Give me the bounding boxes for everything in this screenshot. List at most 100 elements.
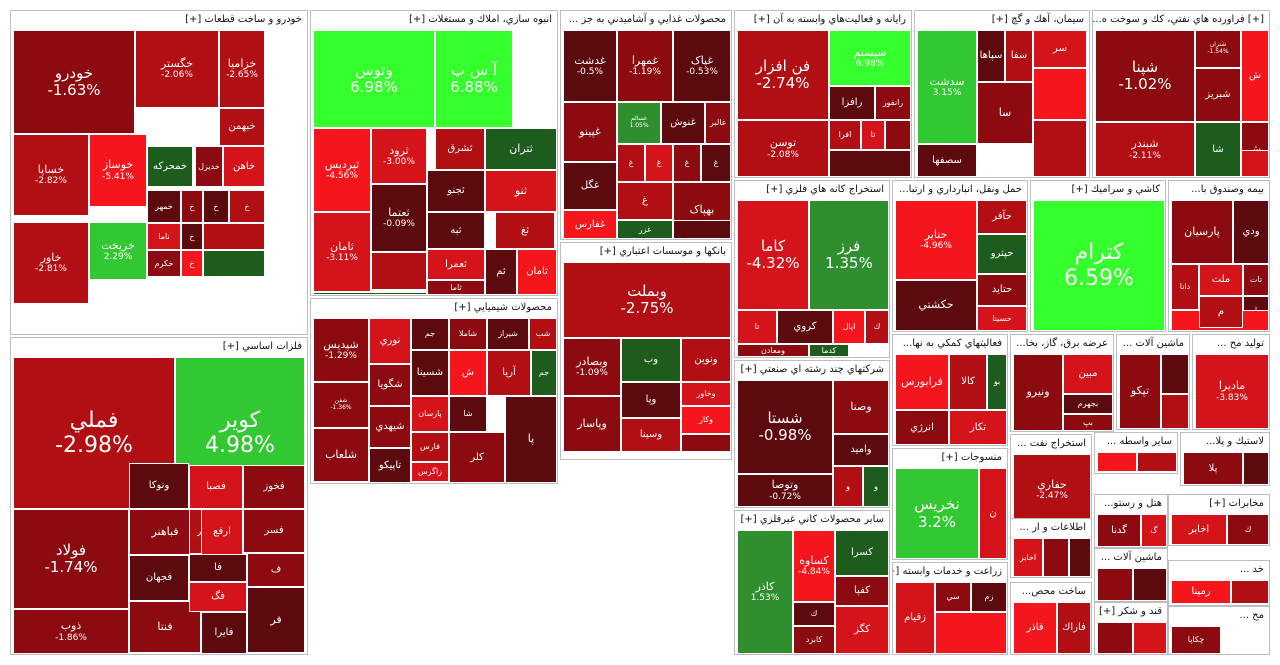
stock-tile[interactable] [1069,538,1091,577]
stock-tile[interactable]: بو [987,354,1007,410]
stock-tile[interactable]: كفپا [835,576,889,606]
stock-tile[interactable]: اپال [833,310,865,344]
stock-tile[interactable]: خکرم [147,250,181,277]
stock-tile[interactable]: زاگرس [411,462,449,482]
stock-tile[interactable]: چكاپا [1171,626,1221,654]
stock-tile[interactable]: سصفها [917,144,977,177]
stock-tile[interactable]: وسینا [621,418,681,452]
stock-tile[interactable]: فايرا [201,612,247,654]
stock-tile[interactable]: غسالم 1.05% [617,102,661,144]
sector-title[interactable]: استخراج نفت ... [1011,435,1091,453]
stock-tile[interactable]: كترام 6.59% [1033,200,1165,331]
sector-title[interactable]: ساخت محص... [1011,583,1091,601]
stock-tile[interactable]: سفا [1005,30,1033,82]
stock-tile[interactable]: خوساز -5.41% [89,134,147,207]
stock-tile[interactable]: م [1199,296,1243,328]
stock-tile[interactable]: سدشت 3.15% [917,30,977,144]
stock-tile[interactable]: فولاد -1.74% [13,509,129,609]
sector-title[interactable]: رايانه و فعاليت‌هاي وابسته به آن [+] [735,11,911,29]
stock-tile[interactable] [1097,622,1133,654]
stock-tile[interactable]: ثامان -3.11% [313,212,371,292]
stock-tile[interactable]: حتايد [977,274,1027,306]
stock-tile[interactable]: وخاور [681,382,731,406]
stock-tile[interactable]: شسینا [411,350,449,396]
stock-tile[interactable] [1097,452,1137,472]
stock-tile[interactable]: غنوش [661,102,705,144]
stock-tile[interactable]: كساوه -4.84% [793,530,835,602]
stock-tile[interactable] [1231,580,1269,604]
sector-title[interactable]: محصولات شيميايي [+] [311,299,557,317]
stock-tile[interactable]: تا [737,310,777,344]
stock-tile[interactable]: خمهر [147,190,181,223]
stock-tile[interactable]: خ [229,190,265,223]
stock-tile[interactable]: وتوصا -0.72% [737,474,833,507]
stock-tile[interactable]: شستا -0.98% [737,380,833,474]
stock-tile[interactable]: كگز [835,606,889,654]
stock-tile[interactable] [313,292,427,295]
stock-tile[interactable] [1241,150,1269,177]
stock-tile[interactable]: حسينا [977,306,1027,331]
stock-tile[interactable]: خاهن [223,146,265,187]
sector-title[interactable]: بانكها و موسسات اعتباري [+] [561,243,731,261]
stock-tile[interactable]: حكشتي [895,280,977,331]
sector-title[interactable]: فعاليتهاي كمكي به نها... [893,335,1007,353]
stock-tile[interactable] [1133,622,1167,654]
stock-tile[interactable]: ونوين [681,338,731,382]
stock-tile[interactable]: آ س پ 6.88% [435,30,513,128]
stock-tile[interactable]: و [863,466,889,507]
sector-title[interactable]: لاستيك و پلا... [1181,433,1269,451]
stock-tile[interactable]: مبين [1063,354,1113,394]
stock-tile[interactable] [673,220,731,239]
stock-tile[interactable]: كاذر 1.53% [737,530,793,654]
stock-tile[interactable]: ودي [1233,200,1269,264]
sector-title[interactable]: خد ... [1169,561,1269,579]
sector-title[interactable]: مح ... [1169,607,1269,625]
sector-title[interactable]: انبوه سازي، املاك و مستغلات [+] [311,11,557,29]
stock-tile[interactable]: و [833,466,863,507]
stock-tile[interactable]: ثجنو [427,170,485,212]
stock-tile[interactable]: خدیزل [195,146,223,187]
stock-tile[interactable]: ارفع [201,509,243,555]
stock-tile[interactable] [1137,452,1177,472]
stock-tile[interactable]: كالا [949,354,987,410]
stock-tile[interactable]: غ [617,144,645,182]
stock-tile[interactable]: حآفر [977,200,1027,234]
stock-tile[interactable]: ثبه [427,212,485,249]
stock-tile[interactable]: خ [181,190,203,223]
stock-tile[interactable]: خودرو -1.63% [13,30,135,134]
stock-tile[interactable]: غالبر [705,102,731,144]
stock-tile[interactable]: حفاري -2.47% [1013,454,1091,526]
stock-tile[interactable] [203,223,265,250]
stock-tile[interactable]: نوري [369,318,411,364]
stock-tile[interactable]: خزامیا -2.65% [219,30,265,108]
stock-tile[interactable]: ك [793,602,835,626]
sector-title[interactable]: محصولات غذايي و آشاميدني به جز ... [561,11,731,29]
sector-title[interactable]: [+] فراورده هاي نفتي، كك و سوخت ه... [1093,11,1269,29]
stock-tile[interactable]: ثنو [485,170,557,212]
sector-title[interactable]: حمل ونقل، انبارداري و ارتبا... [893,181,1027,199]
sector-title[interactable]: فلزات اساسي [+] [11,338,307,356]
stock-tile[interactable]: غگل [563,162,617,210]
stock-tile[interactable] [1243,452,1269,485]
stock-tile[interactable]: خ [203,190,229,223]
stock-tile[interactable]: دانا [1171,264,1199,310]
stock-tile[interactable]: وبصادر -1.09% [563,338,621,396]
stock-tile[interactable]: تا [861,120,885,150]
stock-tile[interactable]: ثتران [485,128,557,170]
stock-tile[interactable]: ثعمرا [427,249,485,280]
stock-tile[interactable]: اخابر [1013,538,1043,577]
stock-tile[interactable] [1097,568,1133,601]
stock-tile[interactable]: وصنا [833,380,889,434]
stock-tile[interactable] [1043,538,1069,577]
stock-tile[interactable]: شگویا [369,364,411,406]
stock-tile[interactable] [1033,68,1087,120]
stock-tile[interactable]: شيراز [487,318,529,350]
stock-tile[interactable]: غ [701,144,731,182]
stock-tile[interactable] [203,250,265,277]
sector-title[interactable]: استخراج كانه هاي فلزي [+] [735,181,889,199]
stock-tile[interactable]: ك [1227,514,1269,545]
stock-tile[interactable]: غ [645,144,673,182]
stock-tile[interactable]: وتوس 6.98% [313,30,435,128]
sector-title[interactable]: بيمه وصندوق با... [1169,181,1269,199]
stock-tile[interactable]: غمهرا -1.19% [617,30,673,102]
